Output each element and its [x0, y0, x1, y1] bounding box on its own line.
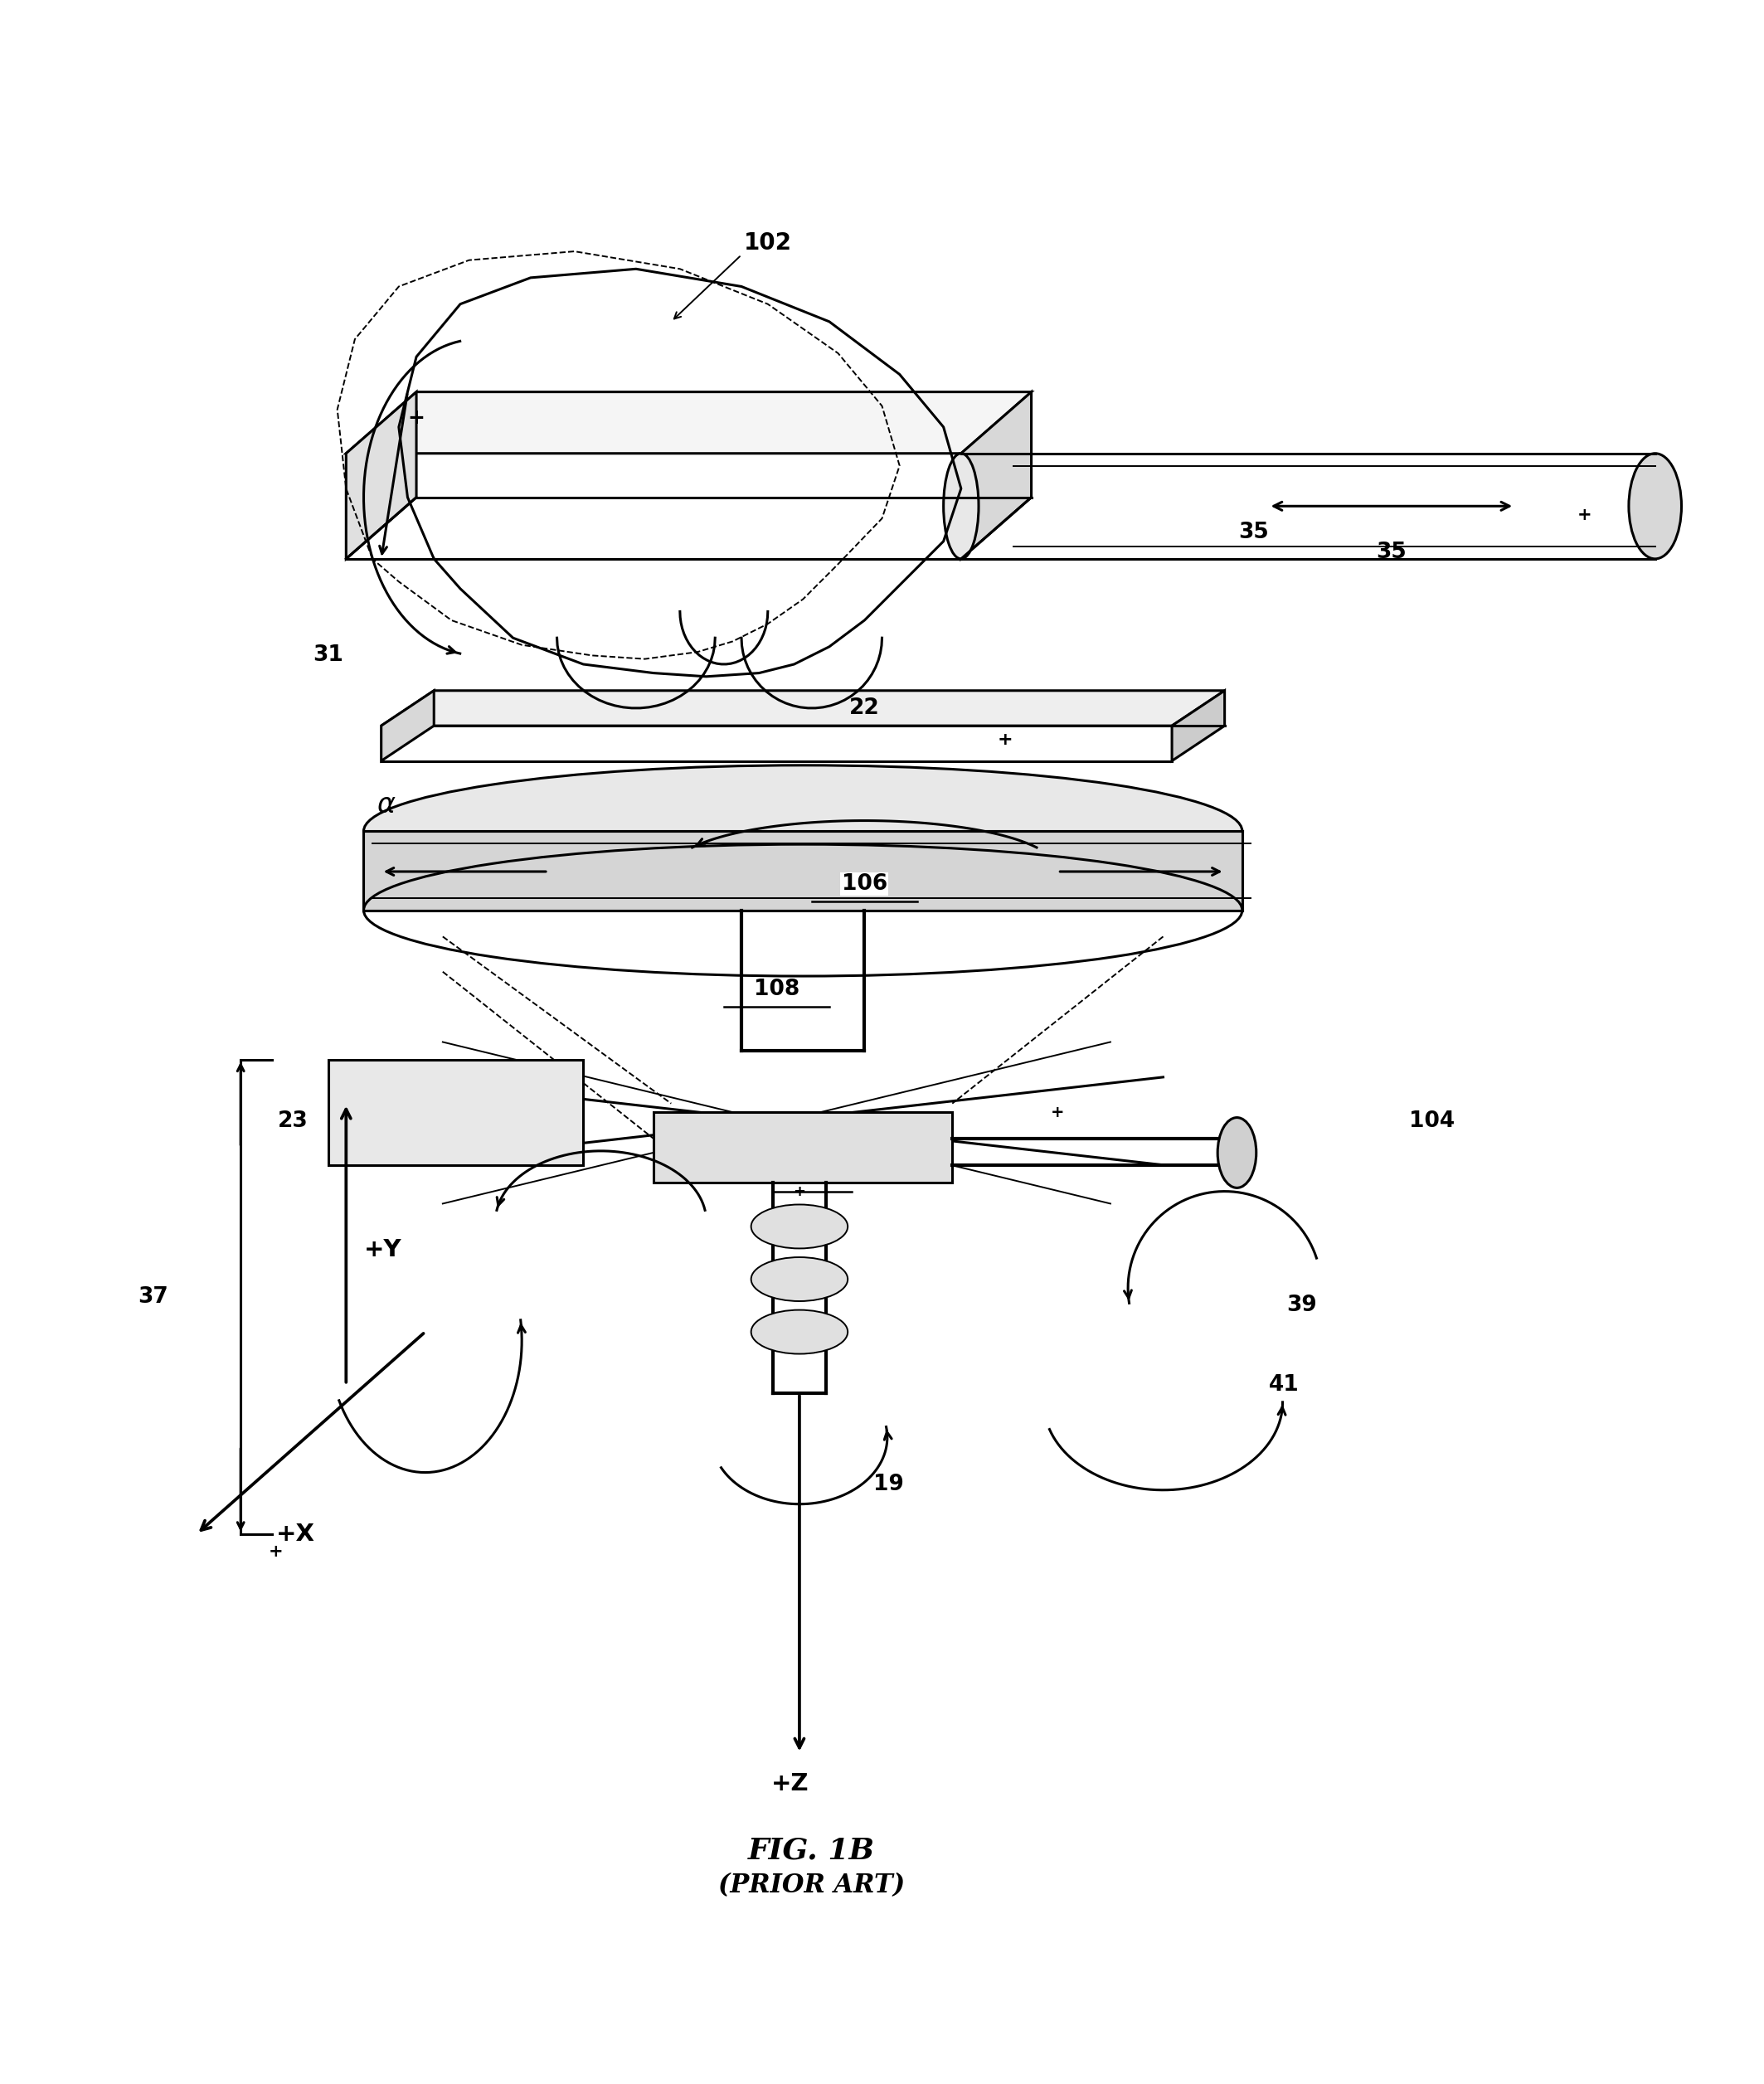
Text: 35: 35: [1238, 521, 1268, 544]
Text: +X: +X: [275, 1521, 314, 1546]
Text: $\alpha$: $\alpha$: [377, 792, 397, 819]
Text: 106: 106: [841, 873, 887, 894]
Text: 104: 104: [1409, 1111, 1455, 1132]
Text: +: +: [407, 408, 425, 427]
Text: 37: 37: [138, 1286, 168, 1307]
Polygon shape: [381, 690, 434, 761]
Text: 41: 41: [1268, 1373, 1298, 1396]
Ellipse shape: [751, 1205, 848, 1248]
Text: +: +: [1577, 506, 1593, 523]
Text: +Z: +Z: [771, 1771, 810, 1794]
Text: +: +: [1051, 1105, 1064, 1121]
Text: +: +: [794, 1184, 806, 1198]
Polygon shape: [346, 392, 1032, 454]
Text: +: +: [268, 1544, 282, 1559]
Text: 33: 33: [797, 1163, 827, 1184]
Text: 35: 35: [1376, 542, 1408, 563]
Polygon shape: [654, 1113, 953, 1182]
Polygon shape: [328, 1059, 584, 1165]
Ellipse shape: [363, 765, 1242, 896]
Polygon shape: [961, 392, 1032, 559]
Ellipse shape: [751, 1311, 848, 1355]
Ellipse shape: [1628, 454, 1681, 559]
Text: 23: 23: [279, 1111, 309, 1132]
Text: 22: 22: [848, 698, 880, 719]
Text: 108: 108: [753, 979, 799, 1000]
Ellipse shape: [1217, 1117, 1256, 1188]
Text: $\theta$: $\theta$: [803, 1115, 820, 1138]
Polygon shape: [363, 832, 1242, 911]
Text: +Y: +Y: [363, 1238, 402, 1261]
Text: 19: 19: [873, 1473, 903, 1496]
Text: +: +: [997, 731, 1013, 748]
Polygon shape: [381, 690, 1224, 725]
Text: 102: 102: [744, 231, 792, 254]
Ellipse shape: [944, 454, 979, 559]
Ellipse shape: [751, 1257, 848, 1300]
Polygon shape: [1171, 690, 1224, 761]
Text: FIG. 1B: FIG. 1B: [748, 1836, 875, 1865]
Text: 39: 39: [1286, 1294, 1316, 1317]
Text: (PRIOR ART): (PRIOR ART): [718, 1874, 905, 1899]
Text: 31: 31: [314, 644, 344, 667]
Polygon shape: [346, 392, 416, 559]
